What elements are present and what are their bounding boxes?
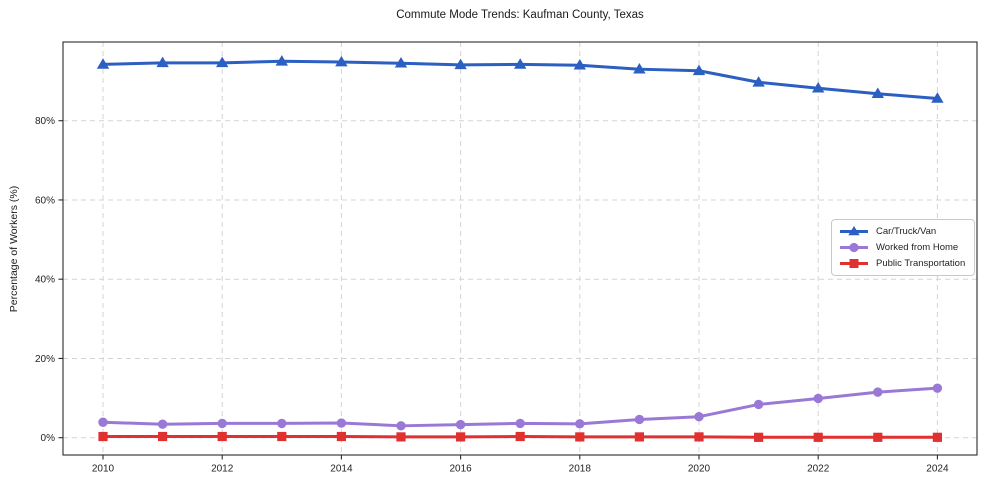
- triangle-glyph: [848, 226, 860, 236]
- data-point-public-transportation: [813, 432, 823, 442]
- data-point-worked-from-home: [932, 383, 943, 393]
- triangle-marker-icon: [840, 226, 868, 236]
- data-point-car-truck-van: [96, 58, 110, 69]
- data-point-public-transportation: [336, 431, 346, 442]
- data-point-public-transportation: [515, 431, 525, 442]
- data-point-car-truck-van: [514, 58, 527, 69]
- data-point-worked-from-home: [98, 417, 108, 427]
- data-point-worked-from-home: [217, 418, 227, 429]
- data-point-worked-from-home: [634, 414, 645, 425]
- data-point-public-transportation: [277, 431, 287, 442]
- data-point-car-truck-van: [752, 76, 765, 87]
- plot-border: [62, 41, 978, 456]
- data-point-car-truck-van: [573, 59, 586, 70]
- x-tick-label: 2010: [92, 464, 115, 475]
- data-point-public-transportation: [98, 431, 108, 442]
- y-tick-label: 20%: [35, 354, 55, 365]
- data-point-car-truck-van: [394, 57, 408, 68]
- legend-item-car-truck-van: Car/Truck/Van: [839, 225, 965, 238]
- data-point-worked-from-home: [455, 419, 466, 430]
- chart-title: Commute Mode Trends: Kaufman County, Tex…: [396, 9, 644, 21]
- data-point-car-truck-van: [216, 56, 229, 68]
- data-point-car-truck-van: [335, 55, 348, 67]
- data-point-worked-from-home: [753, 399, 764, 410]
- legend-item-worked-from-home: Worked from Home: [839, 241, 965, 254]
- circle-marker-icon: [840, 242, 868, 253]
- legend-item-label: Worked from Home: [876, 242, 959, 253]
- data-point-public-transportation: [396, 432, 406, 442]
- y-tick-label: 80%: [35, 116, 55, 127]
- x-tick-label: 2022: [807, 464, 830, 475]
- legend-item-label: Car/Truck/Van: [876, 226, 937, 237]
- data-point-public-transportation: [456, 432, 466, 442]
- data-point-worked-from-home: [575, 419, 585, 429]
- data-point-worked-from-home: [336, 418, 347, 428]
- data-point-car-truck-van: [275, 55, 288, 66]
- data-point-car-truck-van: [812, 82, 825, 93]
- y-tick-label: 0%: [41, 433, 56, 444]
- data-point-public-transportation: [873, 432, 883, 442]
- data-point-worked-from-home: [396, 421, 406, 431]
- x-tick-label: 2018: [569, 464, 592, 475]
- data-point-car-truck-van: [871, 87, 884, 99]
- data-point-public-transportation: [217, 431, 227, 442]
- data-point-public-transportation: [158, 431, 168, 442]
- data-point-worked-from-home: [813, 393, 823, 404]
- data-point-public-transportation: [575, 432, 585, 442]
- data-point-car-truck-van: [633, 62, 646, 74]
- square-glyph: [849, 259, 859, 268]
- x-tick-label: 2024: [926, 464, 949, 475]
- legend-item-public-transportation: Public Transportation: [839, 257, 965, 270]
- data-point-worked-from-home: [277, 418, 287, 429]
- data-point-car-truck-van: [156, 56, 169, 68]
- x-tick-label: 2016: [449, 464, 472, 475]
- legend: Car/Truck/Van Worked from Home Public Tran…: [831, 219, 976, 276]
- x-tick-label: 2020: [688, 464, 711, 475]
- data-point-public-transportation: [754, 432, 764, 442]
- data-point-worked-from-home: [157, 419, 168, 429]
- legend-item-label: Public Transportation: [876, 258, 966, 269]
- data-point-worked-from-home: [873, 387, 883, 397]
- circle-glyph: [849, 242, 859, 253]
- data-point-public-transportation: [932, 432, 942, 442]
- data-point-worked-from-home: [515, 418, 525, 429]
- x-tick-label: 2012: [211, 464, 234, 475]
- y-tick-label: 60%: [35, 195, 55, 206]
- data-point-public-transportation: [694, 432, 704, 442]
- y-tick-label: 40%: [35, 275, 55, 286]
- data-point-car-truck-van: [931, 92, 944, 103]
- square-marker-icon: [840, 259, 868, 268]
- data-point-car-truck-van: [692, 64, 706, 76]
- data-point-car-truck-van: [454, 58, 467, 70]
- data-point-public-transportation: [634, 432, 644, 442]
- data-point-worked-from-home: [694, 411, 704, 422]
- x-tick-label: 2014: [330, 464, 353, 475]
